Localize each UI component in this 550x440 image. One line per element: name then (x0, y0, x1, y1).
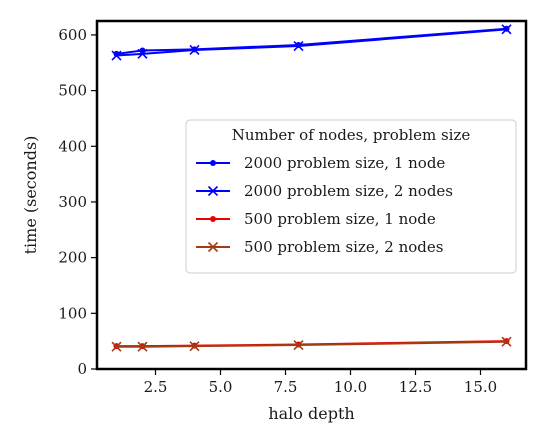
data-point (111, 341, 122, 352)
y-tick-label: 500 (58, 82, 87, 100)
data-point (111, 50, 122, 61)
data-point (137, 341, 148, 352)
legend-swatch-marker (207, 241, 219, 253)
y-tick-label: 600 (58, 26, 87, 44)
x-tick-label: 10.0 (334, 378, 367, 396)
x-tick-label: 12.5 (399, 378, 432, 396)
legend-swatch-marker (207, 185, 219, 197)
legend-swatch-marker (210, 160, 216, 166)
y-tick-label: 100 (58, 304, 87, 322)
data-point (189, 341, 200, 352)
x-tick-label: 5.0 (209, 378, 233, 396)
x-axis-label: halo depth (268, 404, 354, 423)
data-point (137, 48, 148, 59)
y-tick-label: 200 (58, 249, 87, 267)
data-point (501, 336, 512, 347)
y-axis-label: time (seconds) (21, 136, 40, 255)
x-tick-label: 2.5 (144, 378, 168, 396)
x-tick-label: 15.0 (464, 378, 497, 396)
data-point (501, 24, 512, 35)
series-4 (111, 336, 512, 352)
legend: Number of nodes, problem size 2000 proble… (185, 119, 517, 274)
series-layer (111, 24, 512, 352)
plot-frame (95, 19, 528, 371)
legend-label: 500 problem size, 2 nodes (244, 238, 443, 256)
y-tick-label: 400 (58, 137, 87, 155)
data-point (189, 44, 200, 56)
legend-swatch-marker (210, 216, 216, 222)
legend-label: 500 problem size, 1 node (244, 210, 436, 228)
series-2 (111, 24, 512, 61)
legend-label: 2000 problem size, 2 nodes (244, 182, 453, 200)
legend-entry: 500 problem size, 1 node (196, 210, 436, 228)
legend-entry: 2000 problem size, 2 nodes (196, 182, 453, 200)
data-point (293, 339, 304, 351)
legend-label: 2000 problem size, 1 node (244, 154, 445, 172)
data-point (293, 40, 304, 52)
legend-entry: 2000 problem size, 1 node (196, 154, 445, 172)
legend-box (185, 119, 517, 274)
legend-title: Number of nodes, problem size (232, 126, 471, 144)
y-tick-label: 0 (77, 360, 87, 378)
y-tick-label: 300 (58, 193, 87, 211)
ticks-layer: 2.5 5.0 7.5 10.0 12.5 15.0 0 100 200 300 400 500 600 (58, 26, 497, 396)
x-tick-label: 7.5 (274, 378, 298, 396)
legend-entry: 500 problem size, 2 nodes (196, 238, 443, 256)
